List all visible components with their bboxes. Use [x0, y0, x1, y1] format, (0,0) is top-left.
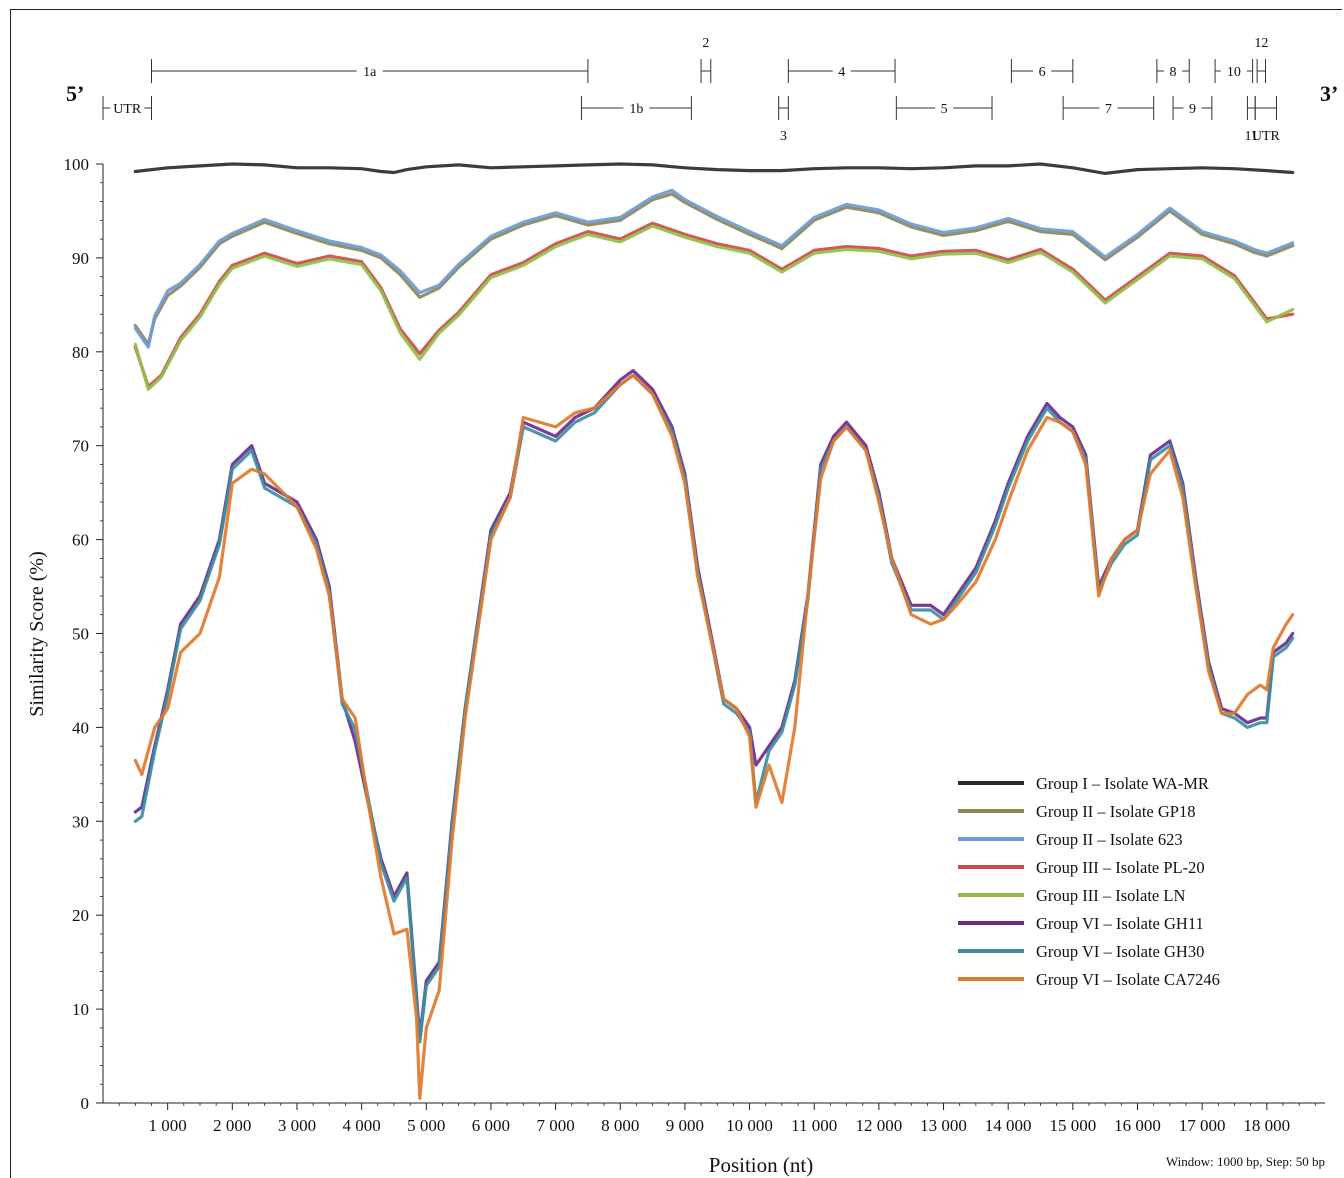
segment-label: 12: [1254, 36, 1268, 51]
x-tick-label: 6 000: [472, 1116, 510, 1135]
segment-label: UTR: [1252, 129, 1281, 144]
x-tick-label: 4 000: [342, 1116, 380, 1135]
legend-item: Group II – Isolate 623: [958, 830, 1183, 849]
segment-label: 10: [1227, 65, 1241, 80]
legend-item: Group I – Isolate WA-MR: [958, 774, 1209, 793]
y-tick-label: 0: [81, 1094, 90, 1113]
y-tick-label: 80: [72, 343, 89, 362]
y-tick-label: 90: [72, 249, 89, 268]
legend-item: Group VI – Isolate GH30: [958, 942, 1204, 961]
genome-segment: 3: [779, 96, 789, 144]
segment-label: UTR: [113, 102, 142, 117]
legend-label: Group II – Isolate 623: [1036, 830, 1183, 849]
x-tick-label: 16 000: [1114, 1116, 1161, 1135]
genome-segment: 7: [1063, 96, 1154, 120]
legend-item: Group VI – Isolate CA7246: [958, 970, 1220, 989]
x-tick-label: 17 000: [1179, 1116, 1226, 1135]
x-tick-label: 9 000: [666, 1116, 704, 1135]
segment-label: 6: [1039, 65, 1046, 80]
x-tick-label: 15 000: [1049, 1116, 1096, 1135]
series-line: [135, 371, 1292, 1038]
x-tick-label: 12 000: [855, 1116, 902, 1135]
segment-label: 8: [1170, 65, 1177, 80]
x-tick-label: 3 000: [278, 1116, 316, 1135]
x-tick-label: 5 000: [407, 1116, 445, 1135]
segment-label: 7: [1105, 102, 1112, 117]
genome-segment: UTR: [1252, 96, 1281, 144]
y-tick-label: 100: [64, 155, 90, 174]
x-tick-label: 13 000: [920, 1116, 967, 1135]
y-tick-label: 60: [72, 531, 89, 550]
x-tick-label: 10 000: [726, 1116, 773, 1135]
x-tick-label: 14 000: [985, 1116, 1032, 1135]
legend-label: Group VI – Isolate CA7246: [1036, 970, 1220, 989]
legend-item: Group II – Isolate GP18: [958, 802, 1195, 821]
legend-label: Group VI – Isolate GH30: [1036, 942, 1204, 961]
genome-segment: 8: [1157, 59, 1189, 83]
legend-label: Group VI – Isolate GH11: [1036, 914, 1204, 933]
three-prime-label: 3’: [1320, 81, 1338, 106]
chart-labels: Similarity Score (%) Position (nt) Windo…: [26, 81, 1338, 1177]
series-line: [135, 164, 1292, 173]
genome-segment: 12: [1254, 36, 1268, 83]
y-tick-label: 10: [72, 1000, 89, 1019]
genome-segment: 2: [701, 36, 711, 83]
footnote: Window: 1000 bp, Step: 50 bp: [1166, 1154, 1325, 1169]
x-axis-title: Position (nt): [709, 1153, 813, 1177]
y-axis-title: Similarity Score (%): [26, 551, 48, 717]
x-tick-label: 7 000: [536, 1116, 574, 1135]
segment-label: 2: [702, 36, 709, 51]
segment-label: 5: [941, 102, 948, 117]
y-tick-label: 70: [72, 437, 89, 456]
y-tick-label: 20: [72, 906, 89, 925]
genome-segment: 1b: [581, 96, 691, 120]
genome-segment: 5: [896, 96, 992, 120]
legend-item: Group VI – Isolate GH11: [958, 914, 1204, 933]
legend-label: Group II – Isolate GP18: [1036, 802, 1195, 821]
legend-item: Group III – Isolate LN: [958, 886, 1185, 905]
series-line: [135, 375, 1292, 1098]
five-prime-label: 5’: [66, 81, 84, 106]
genome-segment: 6: [1011, 59, 1072, 83]
legend-label: Group I – Isolate WA-MR: [1036, 774, 1209, 793]
legend-item: Group III – Isolate PL-20: [958, 858, 1205, 877]
series-line: [135, 190, 1292, 347]
legend-label: Group III – Isolate PL-20: [1036, 858, 1205, 877]
x-tick-label: 8 000: [601, 1116, 639, 1135]
legend: Group I – Isolate WA-MR Group II – Isolat…: [958, 774, 1220, 989]
segment-label: 4: [838, 65, 845, 80]
x-tick-label: 18 000: [1243, 1116, 1290, 1135]
x-tick-label: 11 000: [791, 1116, 837, 1135]
y-tick-label: 30: [72, 812, 89, 831]
x-tick-label: 2 000: [213, 1116, 251, 1135]
segment-label: 1a: [363, 65, 377, 80]
segment-label: 9: [1189, 102, 1196, 117]
genome-segment: 4: [788, 59, 895, 83]
x-tick-label: 1 000: [149, 1116, 187, 1135]
genome-segment: 1a: [151, 59, 587, 83]
genome-segment: 10: [1215, 59, 1253, 83]
segment-label: 3: [780, 129, 787, 144]
genome-segment: UTR: [103, 96, 151, 120]
y-tick-label: 40: [72, 718, 89, 737]
segment-label: 1b: [629, 102, 643, 117]
genome-segment: 9: [1173, 96, 1212, 120]
y-tick-label: 50: [72, 625, 89, 644]
legend-label: Group III – Isolate LN: [1036, 886, 1185, 905]
